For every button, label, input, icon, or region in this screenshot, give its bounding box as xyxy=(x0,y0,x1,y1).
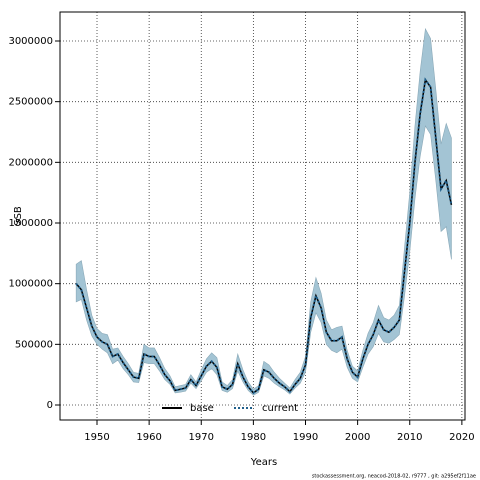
legend-label: current xyxy=(262,403,298,414)
x-axis-label: Years xyxy=(250,457,277,468)
footnote: stockassessment.org, neacod-2018-02, r97… xyxy=(312,474,476,480)
y-tick-label: 3000000 xyxy=(8,36,53,47)
y-tick-label: 1000000 xyxy=(8,279,53,290)
x-tick-label: 1950 xyxy=(84,432,109,443)
x-tick-label: 1970 xyxy=(189,432,214,443)
y-axis-label: SSB xyxy=(13,206,24,226)
plot-frame xyxy=(59,11,466,421)
y-tick-label: 500000 xyxy=(15,339,53,350)
series-line xyxy=(75,77,453,394)
x-tick-label: 2010 xyxy=(397,432,422,443)
x-tick-label: 1960 xyxy=(136,432,161,443)
confidence-band xyxy=(75,27,452,396)
legend-label: base xyxy=(190,403,214,414)
y-tick-label: 0 xyxy=(47,400,53,411)
y-tick-label: 2000000 xyxy=(8,157,53,168)
x-tick-label: 1980 xyxy=(241,432,266,443)
y-tick-label: 2500000 xyxy=(8,97,53,108)
x-tick-label: 2020 xyxy=(449,432,474,443)
x-tick-label: 1990 xyxy=(293,432,318,443)
x-tick-label: 2000 xyxy=(345,432,370,443)
y-tick-label: 1500000 xyxy=(8,218,53,229)
series-line xyxy=(75,77,453,395)
